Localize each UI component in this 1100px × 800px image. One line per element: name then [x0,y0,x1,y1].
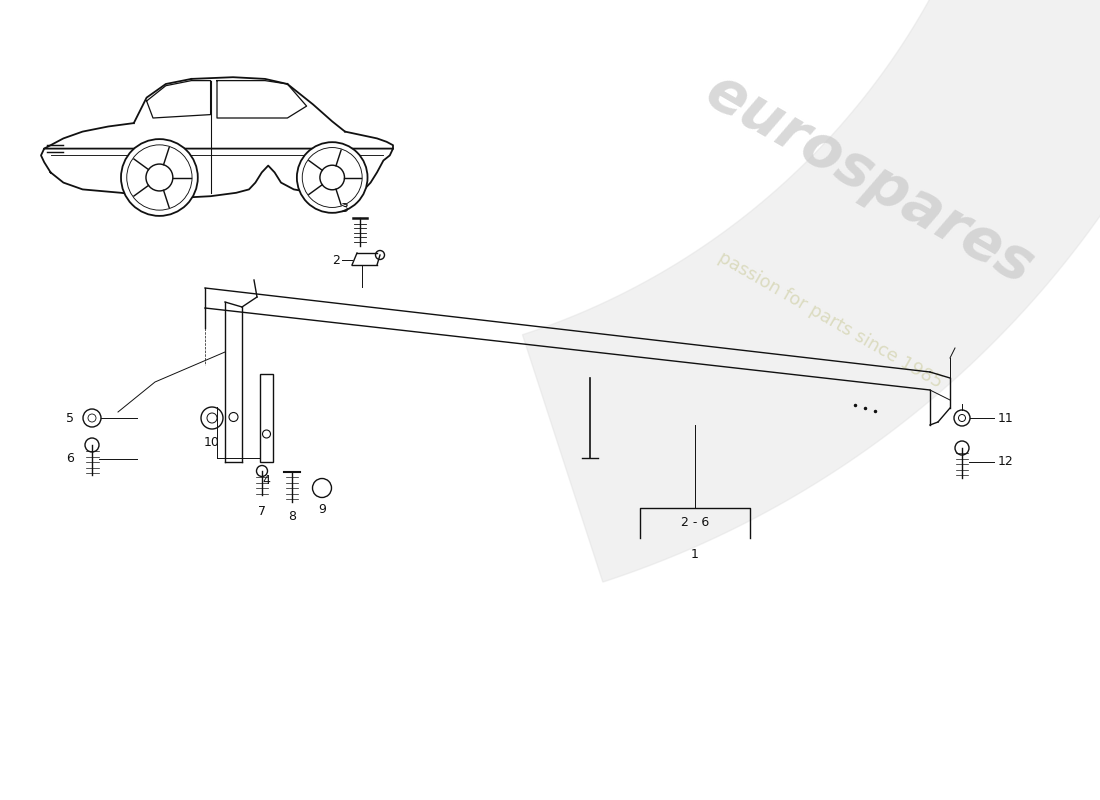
Text: eurospares: eurospares [696,63,1044,297]
Text: 9: 9 [318,503,326,516]
Circle shape [297,142,367,213]
Text: 5: 5 [66,411,74,425]
Text: 8: 8 [288,510,296,523]
Text: 1: 1 [691,548,698,561]
Text: 7: 7 [258,505,266,518]
Text: 10: 10 [205,436,220,449]
Circle shape [121,139,198,216]
Text: 11: 11 [998,411,1014,425]
Text: 6: 6 [66,453,74,466]
Text: 3: 3 [340,202,348,214]
Text: 2: 2 [332,254,340,266]
Polygon shape [522,0,1100,582]
Text: passion for parts since 1985: passion for parts since 1985 [715,248,945,392]
Text: 12: 12 [998,455,1014,469]
Text: 2 - 6: 2 - 6 [681,517,710,530]
Text: 4: 4 [263,474,271,487]
